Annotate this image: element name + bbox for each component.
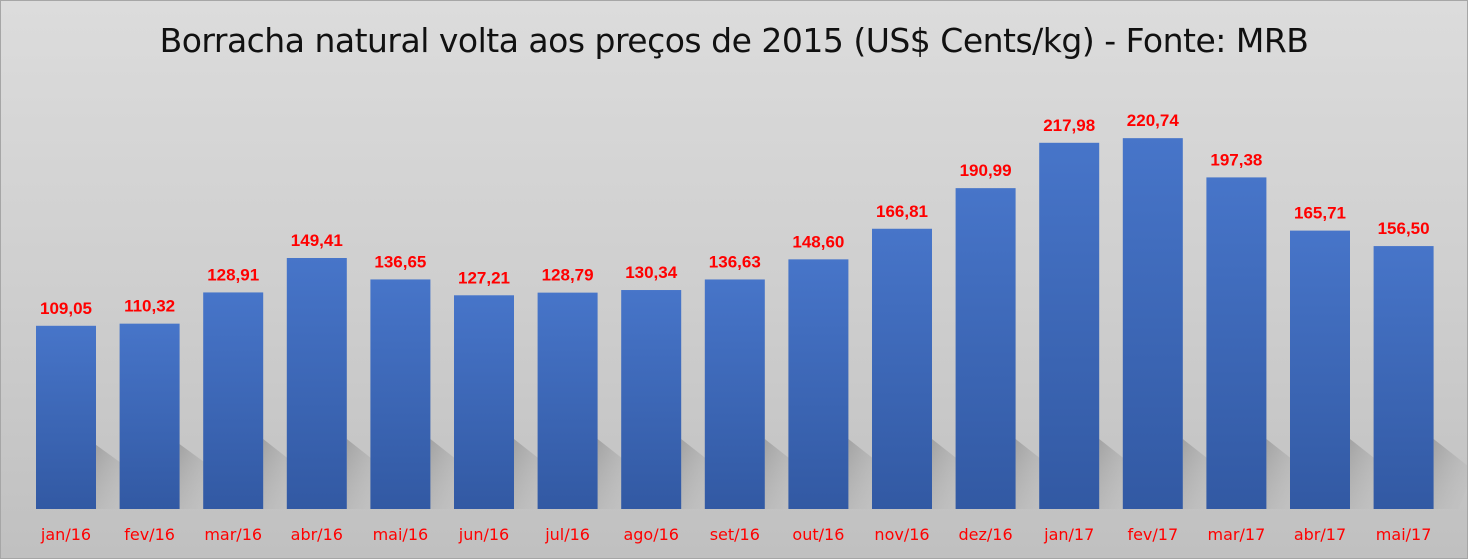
data-label: 166,81 [876, 202, 928, 221]
chart-title: Borracha natural volta aos preços de 201… [159, 21, 1309, 60]
data-label: 128,91 [207, 265, 259, 284]
bar-abr/16 [286, 257, 347, 509]
data-label: 165,71 [1294, 204, 1346, 223]
x-tick-label: abr/17 [1294, 525, 1346, 544]
data-label: 148,60 [792, 232, 844, 251]
x-tick-label: fev/16 [124, 525, 175, 544]
bar-abr/17 [1290, 230, 1350, 510]
data-label: 156,50 [1378, 219, 1430, 238]
bar-shadow [1433, 439, 1467, 509]
x-tick-label: mai/16 [373, 525, 429, 544]
x-tick-label: jan/17 [1043, 525, 1094, 544]
x-tick-label: abr/16 [291, 525, 343, 544]
x-tick-label: set/16 [710, 525, 760, 544]
bar-out/16 [788, 259, 849, 509]
bar-ago/16 [621, 290, 682, 509]
data-label: 220,74 [1127, 111, 1180, 130]
data-label: 136,65 [374, 252, 426, 271]
x-tick-label: dez/16 [959, 525, 1013, 544]
x-tick-label: nov/16 [874, 525, 929, 544]
bar-mai/16 [370, 279, 431, 509]
x-tick-label: mar/16 [204, 525, 262, 544]
bar-set/16 [704, 279, 765, 509]
bar-mai/17 [1373, 246, 1434, 509]
bar-jan/17 [1039, 142, 1100, 510]
bar-dez/16 [955, 188, 1016, 510]
x-tick-label: fev/17 [1127, 525, 1178, 544]
bar-fev/16 [119, 323, 180, 509]
x-tick-label: out/16 [792, 525, 844, 544]
x-tick-label: jun/16 [458, 525, 509, 544]
data-label: 190,99 [960, 161, 1012, 180]
data-label: 130,34 [625, 263, 678, 282]
bar-nov/16 [872, 228, 932, 509]
bar-jul/16 [537, 292, 598, 509]
bar-mar/16 [203, 292, 264, 509]
x-tick-label: ago/16 [623, 525, 679, 544]
x-tick-label: jan/16 [40, 525, 91, 544]
data-label: 149,41 [291, 231, 343, 250]
data-label: 217,98 [1043, 116, 1095, 135]
x-tick-label: jul/16 [544, 525, 590, 544]
data-label: 109,05 [40, 299, 92, 318]
data-label: 110,32 [124, 297, 175, 316]
bar-jan/16 [36, 325, 96, 509]
x-tick-label: mai/17 [1376, 525, 1432, 544]
bar-fev/17 [1122, 138, 1183, 509]
data-label: 197,38 [1210, 150, 1262, 169]
data-label: 127,21 [458, 268, 510, 287]
bar-mar/17 [1206, 177, 1267, 509]
bar-jun/16 [454, 295, 514, 509]
data-label: 136,63 [709, 252, 761, 271]
x-tick-label: mar/17 [1208, 525, 1266, 544]
data-label: 128,79 [542, 266, 594, 285]
